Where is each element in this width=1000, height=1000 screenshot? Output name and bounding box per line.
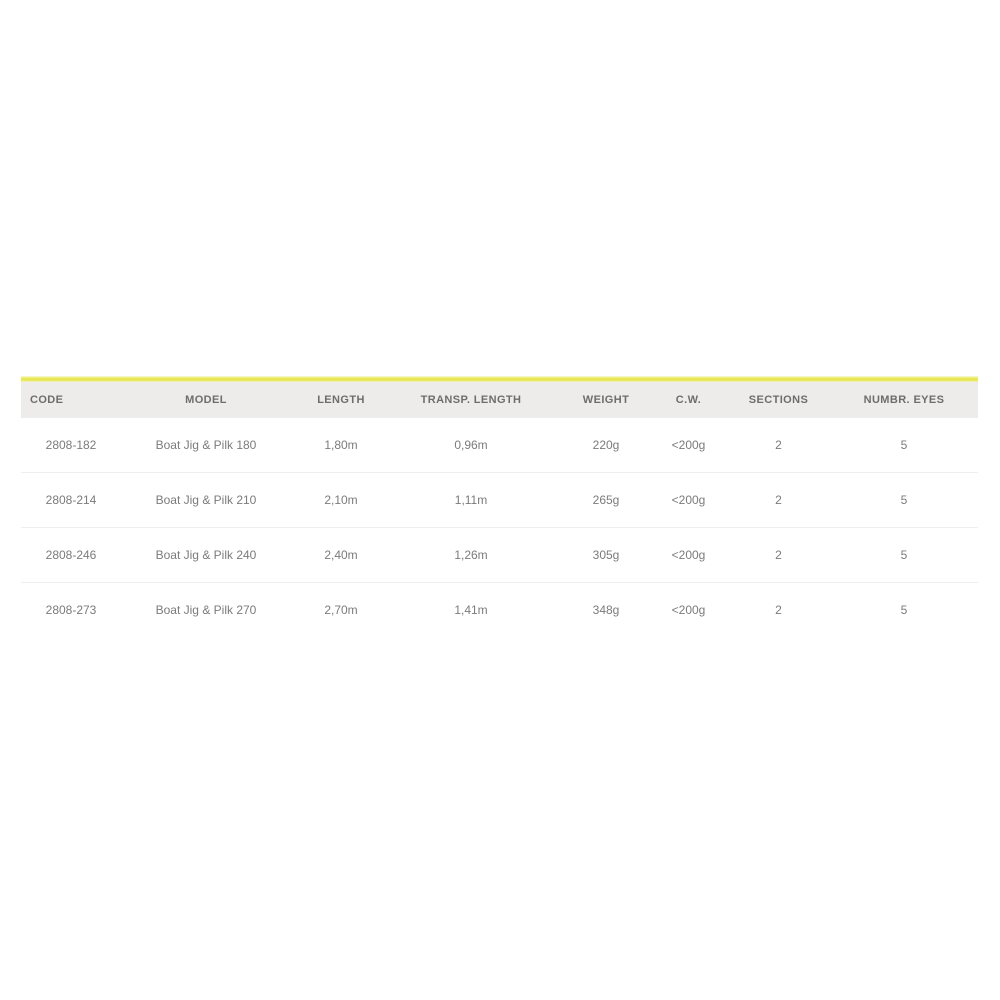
column-header-length: LENGTH (291, 382, 391, 418)
cell-cw: <200g (661, 582, 716, 637)
cell-length: 2,10m (291, 472, 391, 528)
product-spec-table: CODE MODEL LENGTH TRANSP. LENGTH WEIGHT … (21, 376, 978, 637)
cell-sections: 2 (716, 472, 841, 528)
cell-weight: 220g (592, 438, 620, 452)
table-row: 2808-246 Boat Jig & Pilk 240 2,40m 1,26m… (21, 527, 978, 583)
column-header-numbr-eyes: NUMBR. EYES (841, 382, 978, 418)
cell-weight: 265g (551, 472, 661, 528)
column-header-weight: WEIGHT (551, 382, 661, 418)
cell-model: Boat Jig & Pilk 210 (121, 472, 291, 528)
spec-table: CODE MODEL LENGTH TRANSP. LENGTH WEIGHT … (21, 382, 978, 637)
column-header-code: CODE (21, 382, 121, 418)
column-header-cw: C.W. (661, 382, 716, 418)
cell-code: 2808-246 (21, 527, 121, 583)
cell-transp-length: 1,26m (391, 527, 551, 583)
table-header-row: CODE MODEL LENGTH TRANSP. LENGTH WEIGHT … (21, 382, 978, 418)
cell-code: 2808-214 (21, 472, 121, 528)
cell-transp-length: 1,11m (391, 472, 551, 528)
cell-length: 2,70m (291, 582, 391, 637)
cell-numbr-eyes: 5 (841, 582, 978, 637)
cell-model: Boat Jig & Pilk 270 (121, 582, 291, 637)
cell-weight: 305g (551, 527, 661, 583)
cell-code: 2808-182 (45, 438, 97, 452)
cell-cw: <200g (661, 527, 716, 583)
table-row: 2808-182 Boat Jig & Pilk 180 1,80m 0,96m… (21, 418, 978, 473)
column-header-transp-length: TRANSP. LENGTH (391, 382, 551, 418)
cell-numbr-eyes: 5 (841, 472, 978, 528)
cell-cw: <200g (661, 472, 716, 528)
cell-model: Boat Jig & Pilk 180 (155, 438, 257, 452)
table-row: 2808-273 Boat Jig & Pilk 270 2,70m 1,41m… (21, 582, 978, 637)
cell-code: 2808-273 (21, 582, 121, 637)
cell-sections: 2 (716, 527, 841, 583)
cell-model: Boat Jig & Pilk 240 (121, 527, 291, 583)
cell-length: 1,80m (324, 438, 358, 452)
cell-cw: <200g (671, 438, 706, 452)
table-top-accent-bar (21, 376, 978, 382)
table-row: 2808-214 Boat Jig & Pilk 210 2,10m 1,11m… (21, 472, 978, 528)
cell-transp-length: 1,41m (391, 582, 551, 637)
column-header-sections: SECTIONS (716, 382, 841, 418)
cell-numbr-eyes: 5 (841, 527, 978, 583)
cell-transp-length: 0,96m (454, 438, 488, 452)
cell-numbr-eyes: 5 (900, 438, 908, 452)
cell-length: 2,40m (291, 527, 391, 583)
column-header-model: MODEL (121, 382, 291, 418)
cell-sections: 2 (716, 582, 841, 637)
cell-sections: 2 (775, 438, 782, 452)
cell-weight: 348g (551, 582, 661, 637)
